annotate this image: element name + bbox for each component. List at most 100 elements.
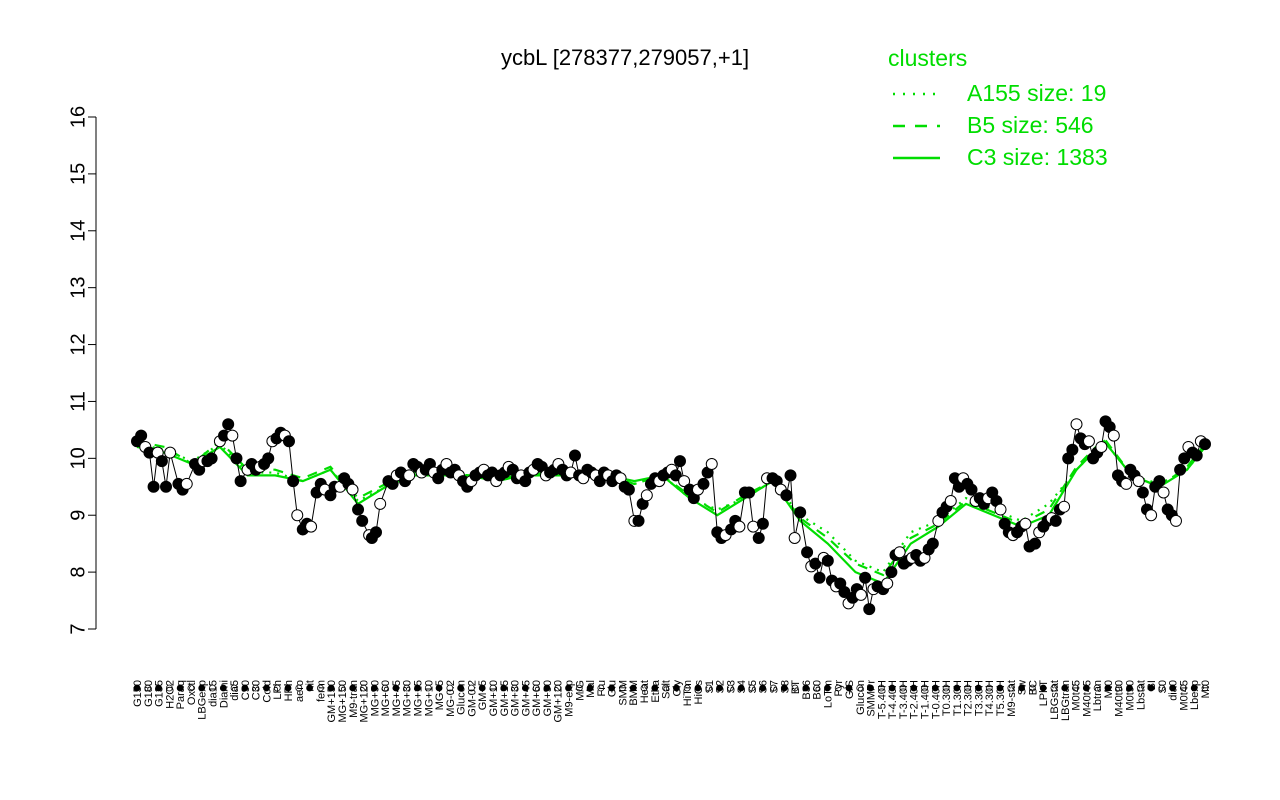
data-point [881,577,894,590]
data-point [1132,475,1145,488]
x-tick-marker [133,684,141,692]
x-tick-label: M9-tran [348,680,360,718]
x-tick-label: Cold [261,680,273,703]
x-tick-label: MG+120 [359,680,371,723]
x-tick-label: Fru [596,680,608,697]
x-tick-label: T0.30H [941,680,953,716]
x-tick-marker [1061,684,1069,692]
x-tick-label: Glucon [456,680,468,715]
x-tick-label: LBGexp [197,680,209,720]
x-tick-label: Glucon [855,680,867,715]
data-point [743,486,756,499]
data-point [1178,452,1191,465]
x-tick-marker [694,684,702,692]
x-tick-marker [662,684,670,692]
x-tick-marker [543,684,551,692]
data-point [226,429,239,442]
x-tick-label: GM+120 [553,680,565,723]
x-tick-label: M9-stat [1006,680,1018,717]
x-tick-marker [187,684,195,692]
x-tick-label: BMM [628,680,640,706]
x-tick-marker [252,684,260,692]
x-tick-label: dia5 [229,680,241,701]
x-tick-label: HiTm [682,680,694,706]
x-tick-marker [640,684,648,692]
x-tick-label: SMM [617,680,629,706]
x-tick-label: Salt [661,680,673,699]
data-point [863,603,876,616]
x-tick-marker [446,684,454,692]
x-tick-label: MG+30 [402,680,414,716]
x-tick-marker [1147,684,1155,692]
x-tick-marker [565,684,572,692]
cluster-line-dotted [136,439,1206,574]
x-tick-marker [532,684,540,692]
x-tick-marker [899,684,907,692]
x-tick-label: G/S [844,680,856,699]
data-point [859,571,872,584]
data-point [854,588,867,601]
legend-title: clusters [888,45,967,71]
x-tick-label: S6 [758,680,770,693]
x-tick-marker [629,684,637,692]
x-tick-label: Glu [607,680,619,697]
data-point [291,509,304,522]
x-tick-label: GM+30 [510,680,522,716]
data-point [813,571,826,584]
x-tick-label: Etha [650,679,662,703]
x-tick-label: T-4.40H [887,680,899,719]
x-tick-marker [619,684,626,692]
x-tick-marker [165,684,173,692]
x-tick-marker [241,684,249,692]
x-tick-marker [802,684,810,692]
x-tick-label: Sw [1017,680,1029,695]
data-point [164,446,177,459]
data-point [568,449,581,462]
data-point [944,495,957,507]
x-tick-label: LBGstat [1049,680,1061,720]
data-point [1070,418,1083,431]
x-tick-label: C30 [251,680,263,700]
x-tick-marker [1007,684,1015,692]
data-point [1066,443,1079,456]
x-tick-label: S3 [725,680,737,693]
x-tick-label: MG+15 [412,680,424,716]
x-tick-label: S7 [768,680,780,693]
x-tick-label: MG+60 [380,680,392,716]
x-tick-label: GM-0.2 [466,680,478,717]
x-tick-marker [1158,684,1166,692]
x-tick-marker [953,684,961,692]
x-tick-label: S8 [779,680,791,693]
x-tick-label: G135 [154,680,166,707]
data-point [788,531,801,544]
x-tick-label: S4 [736,680,748,693]
data-point [1199,438,1211,451]
data-point [926,537,939,550]
x-tick-label: HPh [283,680,295,701]
x-tick-marker [1072,684,1079,692]
x-tick-label: Lbtran [1092,680,1104,711]
data-point [287,475,300,488]
y-tick-label: 15 [67,163,89,185]
x-tick-marker [155,684,162,692]
x-tick-marker [1082,684,1090,692]
x-tick-label: Lbexp [1189,680,1201,710]
x-tick-label: G180 [143,680,155,707]
data-point [809,557,822,570]
x-tick-marker [737,684,745,692]
x-tick-label: M0t45 [1071,680,1083,711]
cluster-line-dashed [136,436,1206,577]
chart-title: ycbL [278377,279057,+1] [501,45,749,70]
x-tick-marker [964,684,972,692]
cluster-lines [136,436,1206,585]
data-point [733,520,746,533]
y-tick-label: 7 [67,623,89,634]
x-tick-label: Paraq [175,680,187,709]
data-point [1019,517,1032,530]
y-tick-label: 12 [67,333,89,355]
data-point [1107,429,1120,442]
x-tick-marker [834,684,842,692]
data-point [1029,537,1042,550]
data-point [262,452,275,465]
x-tick-label: SMMPr [866,680,878,717]
